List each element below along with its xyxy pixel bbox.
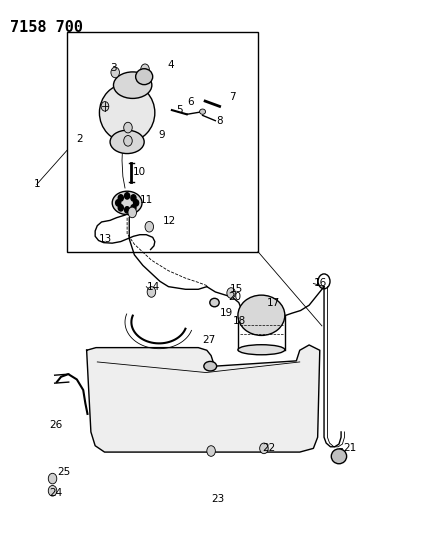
Text: 12: 12 — [163, 216, 176, 227]
Circle shape — [260, 443, 268, 454]
Circle shape — [145, 221, 154, 232]
Text: 9: 9 — [158, 130, 165, 140]
Text: 27: 27 — [202, 335, 216, 345]
Text: 14: 14 — [147, 281, 160, 292]
Ellipse shape — [238, 295, 285, 335]
Text: 2: 2 — [76, 134, 83, 144]
Ellipse shape — [112, 191, 142, 215]
Text: 6: 6 — [187, 97, 193, 107]
Circle shape — [48, 486, 57, 496]
Text: 1: 1 — [33, 179, 40, 189]
Text: 16: 16 — [313, 278, 326, 288]
Circle shape — [131, 205, 136, 211]
Text: 19: 19 — [220, 308, 233, 318]
Text: 11: 11 — [140, 195, 153, 205]
Text: 23: 23 — [211, 494, 224, 504]
Circle shape — [116, 200, 121, 206]
Circle shape — [124, 193, 130, 199]
Polygon shape — [87, 345, 320, 452]
Text: 22: 22 — [262, 443, 275, 453]
Circle shape — [101, 102, 109, 111]
Circle shape — [124, 135, 132, 146]
Text: 8: 8 — [217, 116, 223, 126]
Circle shape — [207, 446, 215, 456]
Circle shape — [118, 195, 124, 201]
Text: 15: 15 — [230, 284, 243, 294]
Circle shape — [147, 287, 156, 297]
Text: 17: 17 — [266, 297, 280, 308]
Text: 18: 18 — [233, 316, 246, 326]
Ellipse shape — [110, 130, 144, 154]
Circle shape — [111, 67, 119, 78]
Circle shape — [141, 64, 149, 75]
Text: 7: 7 — [230, 92, 236, 102]
Ellipse shape — [331, 449, 347, 464]
Bar — [67, 32, 258, 252]
Text: 20: 20 — [228, 292, 241, 302]
Text: 25: 25 — [57, 467, 71, 477]
Ellipse shape — [210, 298, 219, 307]
Circle shape — [131, 195, 136, 201]
Text: 5: 5 — [176, 105, 183, 115]
Text: 26: 26 — [49, 419, 62, 430]
Text: 7158 700: 7158 700 — [10, 20, 83, 35]
Text: 4: 4 — [168, 60, 174, 70]
Text: 10: 10 — [133, 167, 146, 177]
Circle shape — [227, 288, 236, 298]
Ellipse shape — [199, 109, 205, 114]
Circle shape — [124, 122, 132, 133]
Circle shape — [128, 207, 136, 217]
Ellipse shape — [238, 345, 285, 355]
Ellipse shape — [114, 72, 152, 99]
Circle shape — [118, 205, 124, 211]
Ellipse shape — [136, 69, 153, 85]
Circle shape — [124, 207, 130, 213]
Circle shape — [48, 473, 57, 484]
Text: 3: 3 — [110, 63, 117, 72]
Ellipse shape — [204, 361, 217, 371]
Text: 13: 13 — [99, 234, 112, 244]
Ellipse shape — [100, 84, 155, 142]
Text: 24: 24 — [49, 488, 62, 498]
Circle shape — [133, 200, 139, 206]
Text: 21: 21 — [343, 443, 356, 453]
